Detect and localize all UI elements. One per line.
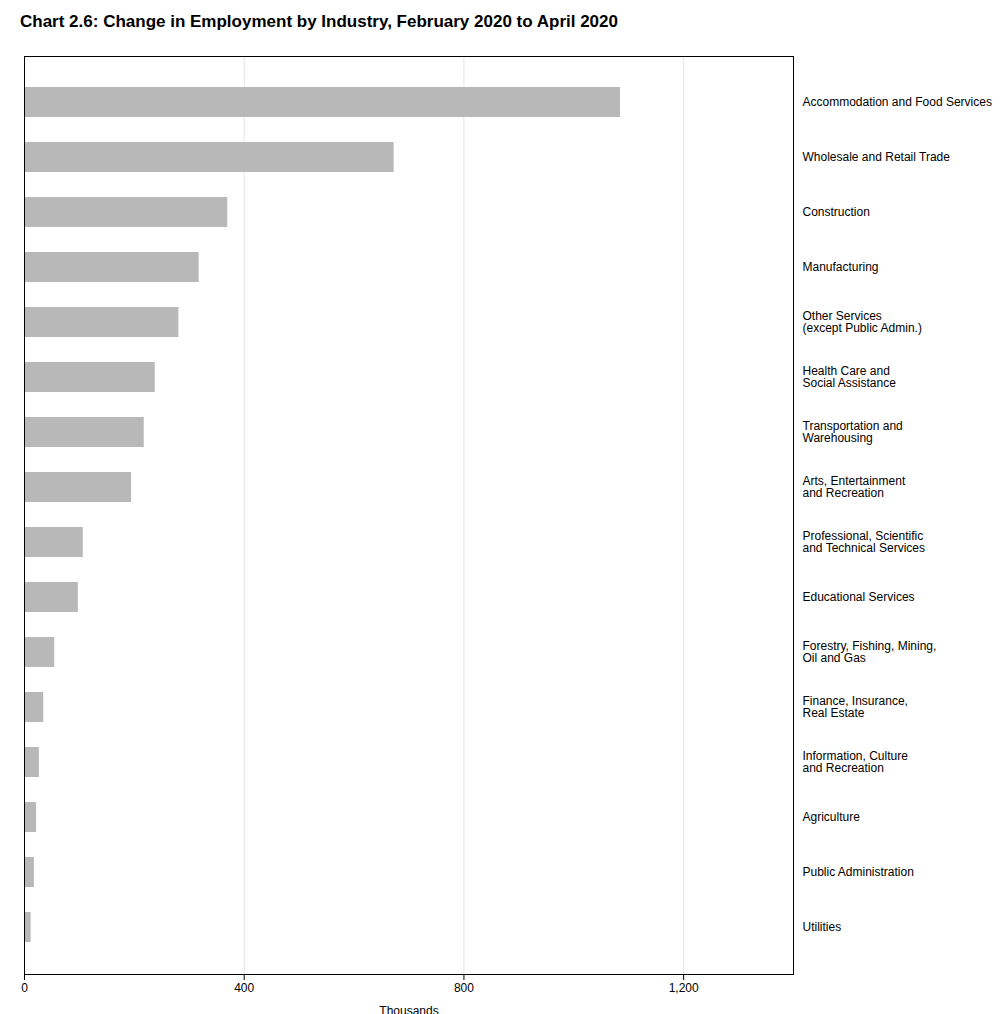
svg-text:800: 800 <box>454 981 474 995</box>
svg-text:400: 400 <box>234 981 254 995</box>
svg-text:Public Administration: Public Administration <box>803 865 914 879</box>
svg-text:Arts, Entertainmentand Recreat: Arts, Entertainmentand Recreation <box>803 474 906 500</box>
svg-text:Thousands: Thousands <box>379 1004 438 1014</box>
svg-text:Finance, Insurance,Real Estate: Finance, Insurance,Real Estate <box>803 694 908 720</box>
svg-text:Agriculture: Agriculture <box>803 810 861 824</box>
svg-text:Forestry, Fishing, Mining,Oil: Forestry, Fishing, Mining,Oil and Gas <box>803 639 937 665</box>
svg-text:0: 0 <box>21 981 28 995</box>
svg-text:Manufacturing: Manufacturing <box>803 260 879 274</box>
svg-text:Utilities: Utilities <box>803 920 842 934</box>
html-text:Chart 2.6: Change in Employmen: Chart 2.6: Change in Employment by Indus… <box>20 12 618 31</box>
svg-text:Professional, Scientificand Te: Professional, Scientificand Technical Se… <box>803 529 926 555</box>
svg-text:Construction: Construction <box>803 205 870 219</box>
svg-text:Other Services(except Public A: Other Services(except Public Admin.) <box>803 309 922 335</box>
svg-text:Health Care andSocial Assistan: Health Care andSocial Assistance <box>803 364 897 390</box>
svg-text:Accommodation and Food Service: Accommodation and Food Services <box>803 95 992 109</box>
svg-text:Transportation andWarehousing: Transportation andWarehousing <box>803 419 903 445</box>
svg-text:Educational Services: Educational Services <box>803 590 915 604</box>
svg-text:Information, Cultureand Recrea: Information, Cultureand Recreation <box>803 749 909 775</box>
svg-text:Wholesale and Retail Trade: Wholesale and Retail Trade <box>803 150 951 164</box>
svg-text:1,200: 1,200 <box>669 981 699 995</box>
